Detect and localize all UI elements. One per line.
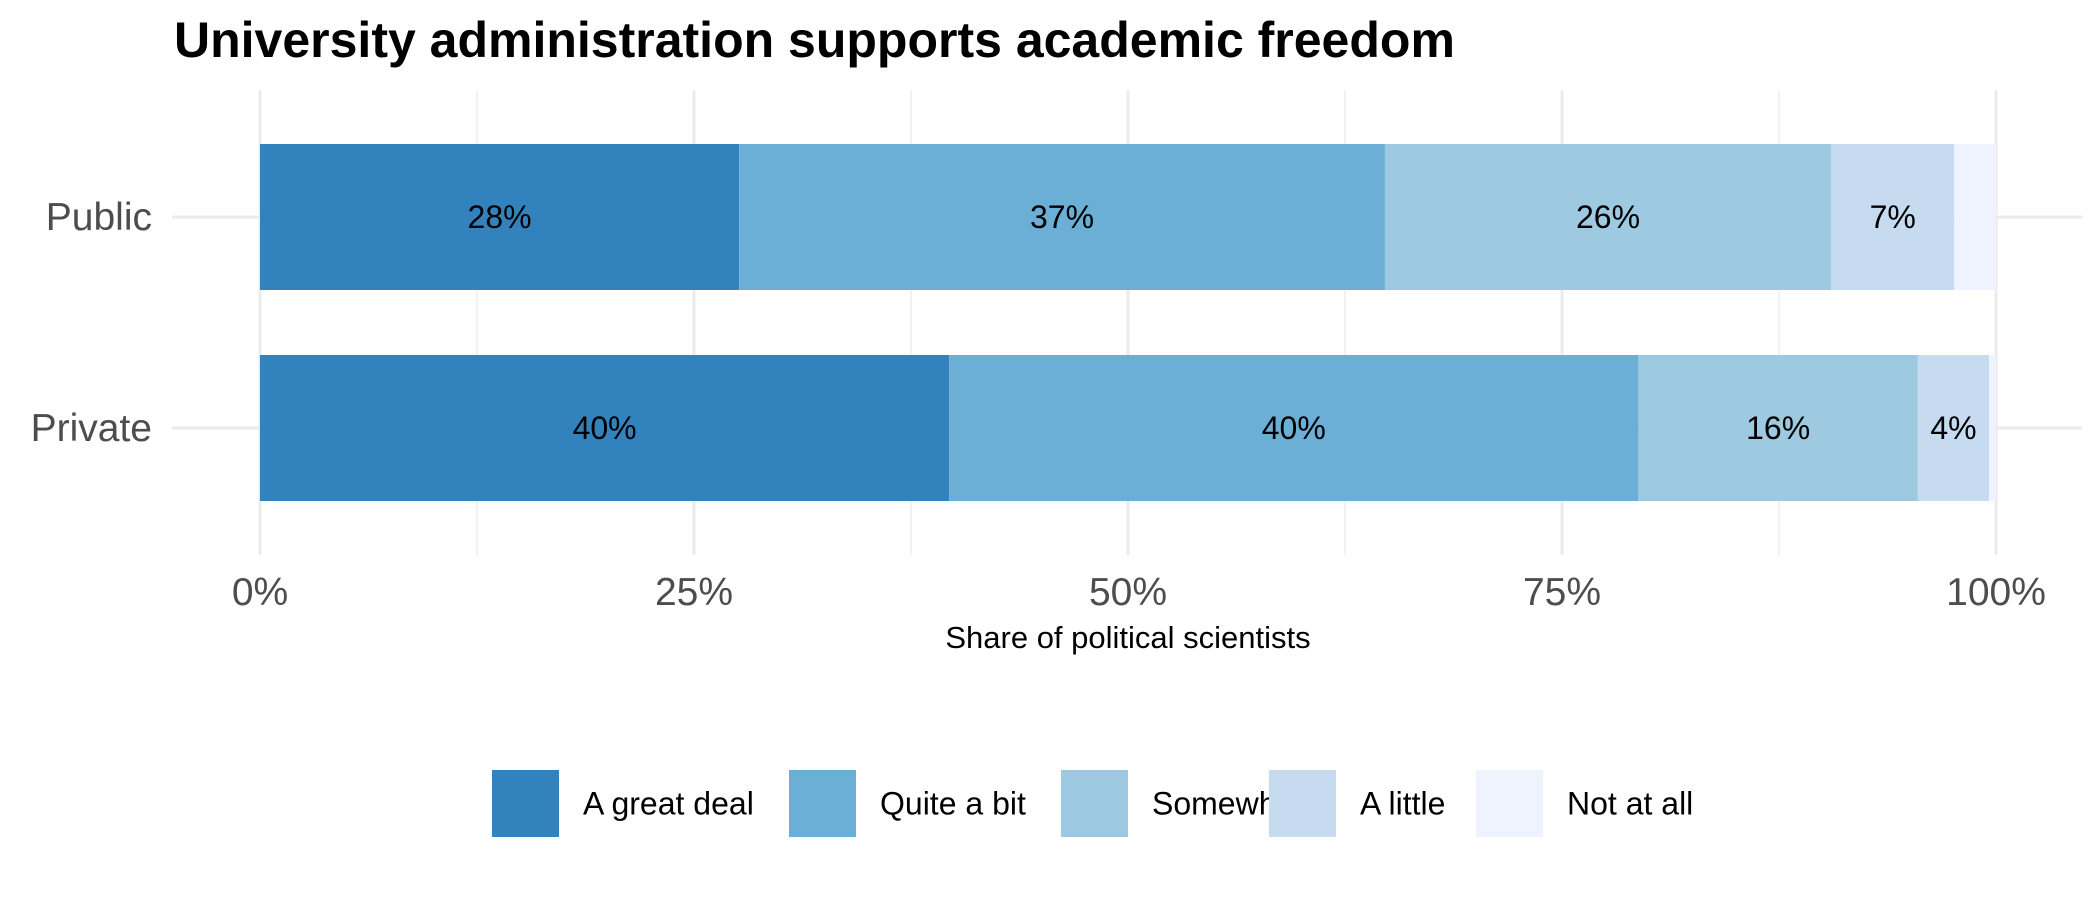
data-label: 16% — [1746, 410, 1810, 446]
legend: A great deal Quite a bit Somewhat A little N… — [492, 770, 1693, 837]
data-label: 4% — [1930, 410, 1976, 446]
bars: 28% 37% 26% 7% 40% 40% 16% 4% — [260, 144, 1996, 501]
legend-swatch — [1061, 770, 1128, 837]
legend-swatch — [1269, 770, 1336, 837]
data-label: 37% — [1030, 199, 1094, 235]
x-tick-label: 75% — [1523, 571, 1601, 614]
data-label: 40% — [1262, 410, 1326, 446]
bar-segment — [1989, 355, 1996, 501]
data-label: 26% — [1576, 199, 1640, 235]
legend-label: A little — [1360, 786, 1445, 822]
x-tick-label: 50% — [1089, 571, 1167, 614]
category-label: Public — [46, 196, 152, 239]
category-label: Private — [31, 407, 152, 450]
bar-segment — [1638, 355, 1918, 501]
bar-segment — [1384, 144, 1832, 290]
bar-segment — [949, 355, 1639, 501]
bar-segment — [260, 355, 950, 501]
bar-segment — [260, 144, 740, 290]
bar-segment — [1831, 144, 1955, 290]
x-tick-label: 25% — [655, 571, 733, 614]
x-axis-ticks: 0% 25% 50% 75% 100% — [232, 571, 2046, 614]
legend-swatch — [492, 770, 559, 837]
bar-segment — [1954, 144, 1996, 290]
x-tick-label: 0% — [232, 571, 288, 614]
x-axis-title: Share of political scientists — [945, 620, 1310, 655]
legend-label: Quite a bit — [880, 786, 1026, 822]
legend-label: A great deal — [583, 786, 754, 822]
category-labels: Public Private — [31, 196, 152, 450]
bar-segment — [1917, 355, 1990, 501]
legend-swatch — [1476, 770, 1543, 837]
data-label: 7% — [1870, 199, 1916, 235]
chart-title: University administration supports acade… — [174, 12, 1455, 68]
x-tick-label: 100% — [1946, 571, 2046, 614]
legend-swatch — [789, 770, 856, 837]
bar-segment — [739, 144, 1385, 290]
legend-label: Not at all — [1567, 786, 1693, 822]
data-label: 40% — [573, 410, 637, 446]
data-label: 28% — [468, 199, 532, 235]
